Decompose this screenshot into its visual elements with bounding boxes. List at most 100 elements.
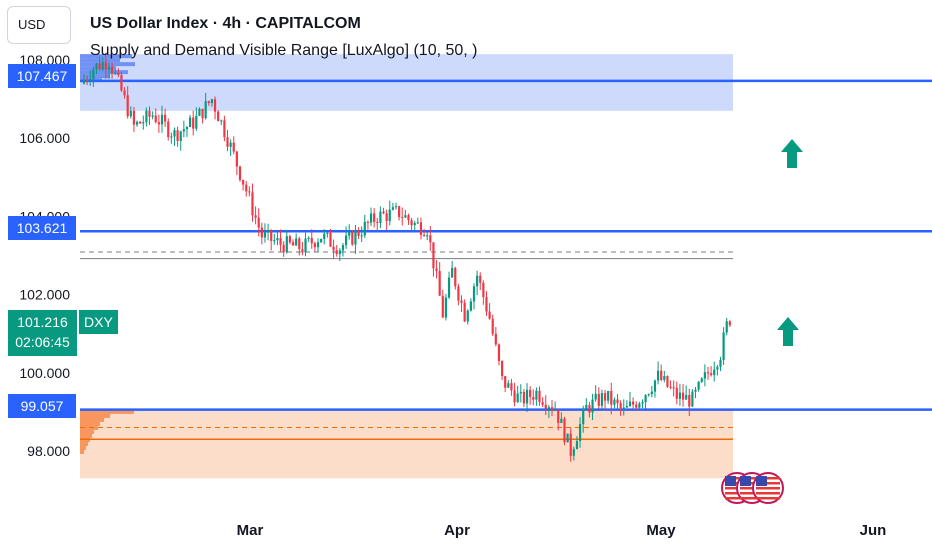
candle-body-194	[688, 394, 691, 407]
candle-body-167	[603, 392, 607, 401]
flag-stripe-1-4	[740, 497, 764, 500]
current-price-tag: 101.216 02:06:45	[8, 310, 77, 356]
flag-stripe-0-0	[725, 477, 749, 480]
candle-body-31	[179, 131, 182, 142]
us-flag-icon-2[interactable]	[752, 472, 784, 504]
time-axis[interactable]: Mar Apr May Jun	[237, 522, 887, 539]
candle-body-155	[566, 433, 569, 443]
candle-body-57	[260, 227, 263, 238]
candle-body-59	[266, 229, 270, 233]
supply-profile-bar-3	[80, 66, 116, 71]
flag-stripe-2-2	[756, 487, 780, 490]
candle-body-197	[697, 381, 700, 390]
candle-body-150	[550, 407, 554, 410]
candle-body-11	[117, 72, 120, 75]
candle-body-180	[644, 395, 647, 403]
candle-body-163	[591, 399, 594, 413]
candle-body-153	[560, 418, 563, 424]
demand-profile-bar-5	[80, 429, 94, 434]
candle-body-176	[632, 401, 635, 405]
candle-body-152	[557, 409, 560, 424]
candle-body-117	[447, 277, 451, 298]
flag-stripe-2-4	[756, 497, 780, 500]
candle-body-104	[407, 215, 410, 221]
candle-body-168	[607, 390, 610, 401]
candle-body-35	[192, 117, 195, 129]
candle-body-145	[535, 390, 538, 400]
candle-body-200	[706, 372, 710, 374]
candle-body-9	[110, 66, 114, 74]
candle-body-69	[298, 238, 301, 250]
candle-body-0	[82, 79, 86, 84]
candle-body-196	[694, 389, 697, 392]
candle-body-190	[675, 387, 678, 399]
candle-body-106	[413, 222, 416, 226]
candle-body-13	[123, 90, 126, 96]
candle-body-131	[491, 318, 494, 334]
supply-profile-bar-4	[80, 70, 128, 75]
candle-body-164	[594, 393, 597, 400]
candle-body-28	[170, 136, 173, 138]
candle-body-42	[213, 99, 217, 112]
candle-body-148	[544, 404, 547, 409]
candle-body-48	[232, 142, 235, 152]
candle-body-34	[188, 117, 192, 128]
candle-body-14	[126, 95, 129, 117]
candle-body-129	[485, 297, 488, 312]
economic-event-flags[interactable]	[721, 472, 784, 504]
candle-body-71	[304, 238, 307, 253]
flag-canton-1	[740, 476, 751, 486]
signal-arrows	[777, 139, 803, 346]
candle-body-137	[510, 383, 513, 391]
candle-body-103	[404, 215, 407, 218]
candle-body-17	[135, 121, 139, 125]
zones-layer	[80, 54, 733, 479]
candle-body-46	[226, 137, 229, 147]
candle-body-32	[182, 129, 185, 132]
candle-body-207	[728, 321, 731, 326]
candle-body-19	[142, 122, 145, 124]
candle-body-5	[98, 63, 101, 70]
candle-body-33	[185, 127, 189, 130]
candle-body-204	[719, 359, 722, 367]
candle-body-49	[235, 151, 238, 167]
candle-body-3	[92, 69, 95, 80]
indicator-legend[interactable]: Supply and Demand Visible Range [LuxAlgo…	[90, 42, 478, 59]
candle-body-64	[282, 244, 285, 253]
candle-body-60	[270, 229, 273, 241]
candle-body-73	[310, 237, 313, 244]
candle-body-114	[438, 271, 441, 296]
candle-body-81	[335, 250, 338, 255]
candle-body-183	[653, 380, 657, 392]
candle-body-184	[656, 370, 660, 381]
candle-body-158	[575, 440, 579, 450]
demand-profile-bar-2	[80, 417, 104, 422]
candle-body-182	[650, 391, 653, 395]
candle-body-16	[132, 110, 136, 125]
candle-body-91	[366, 221, 370, 223]
candle-body-127	[479, 275, 482, 283]
candle-body-105	[410, 220, 413, 226]
candle-body-112	[432, 242, 435, 269]
candle-body-195	[691, 391, 694, 407]
candle-body-178	[638, 403, 641, 408]
candle-body-58	[263, 232, 267, 238]
candle-body-53	[248, 191, 251, 193]
flag-stripe-1-0	[740, 477, 764, 480]
candle-body-143	[529, 389, 532, 397]
candle-body-74	[313, 243, 316, 248]
candle-body-161	[585, 405, 588, 409]
candle-body-83	[341, 245, 345, 251]
candle-body-199	[703, 372, 706, 379]
candle-body-113	[435, 268, 438, 272]
candle-body-160	[582, 408, 585, 425]
buy-arrow-upper	[781, 139, 803, 168]
candle-body-165	[597, 393, 600, 406]
demand-profile-bar-10	[80, 449, 84, 454]
candle-body-25	[160, 114, 164, 125]
currency-selector[interactable]: USD	[7, 6, 71, 44]
candle-body-122	[463, 302, 466, 322]
bar-countdown: 02:06:45	[15, 334, 70, 350]
candle-body-1	[86, 79, 89, 81]
